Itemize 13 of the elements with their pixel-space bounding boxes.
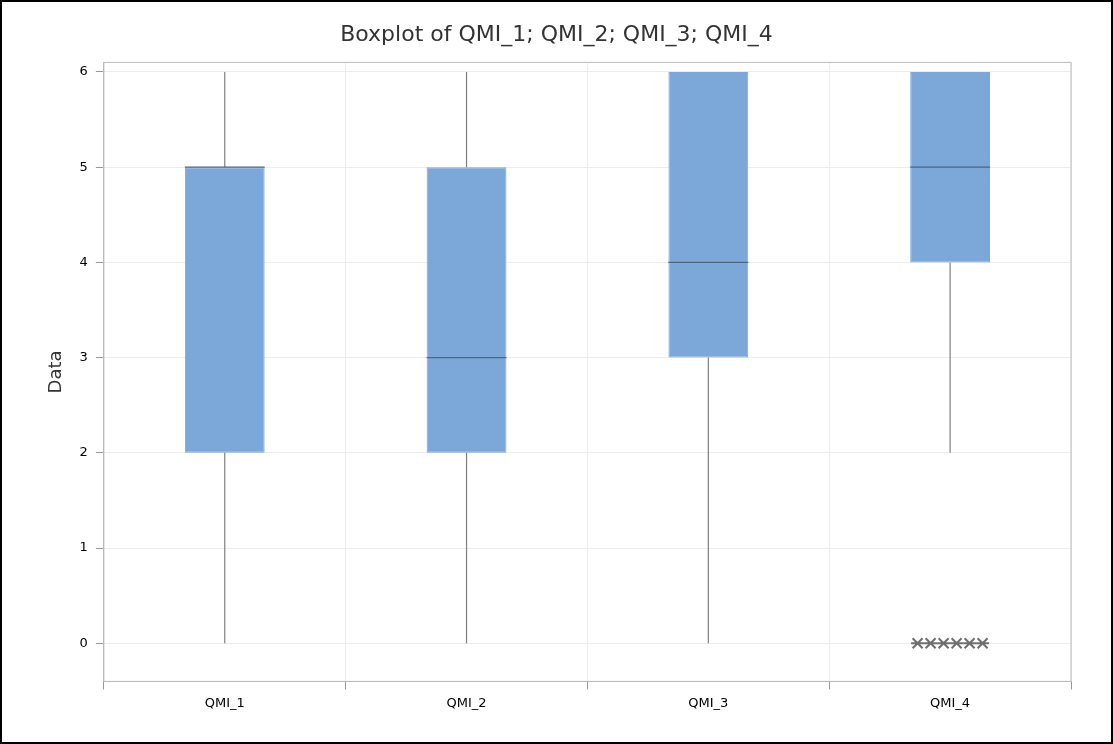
y-tick-label: 1 [79,539,88,555]
x-tick-label: QMI_1 [204,694,245,710]
x-tick-label: QMI_2 [446,694,487,710]
y-tick-label: 3 [79,348,88,364]
x-tick-label: QMI_3 [688,694,729,710]
y-tick-label: 0 [79,634,88,650]
chart-title: Boxplot of QMI_1; QMI_2; QMI_3; QMI_4 [340,20,773,47]
y-tick-label: 6 [79,63,88,79]
y-tick-label: 2 [79,444,88,460]
x-tick-label: QMI_4 [930,694,971,710]
y-tick-label: 5 [79,158,88,174]
y-tick-label: 4 [79,253,88,269]
y-axis-title: Data [44,350,66,394]
